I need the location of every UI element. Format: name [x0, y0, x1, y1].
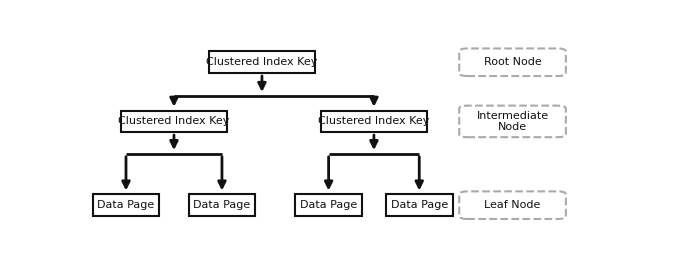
Text: Leaf Node: Leaf Node: [484, 200, 541, 210]
FancyBboxPatch shape: [386, 194, 453, 216]
Text: Data Page: Data Page: [98, 200, 155, 210]
FancyBboxPatch shape: [460, 191, 566, 219]
Text: Data Page: Data Page: [300, 200, 357, 210]
FancyBboxPatch shape: [93, 194, 160, 216]
Text: Clustered Index Key: Clustered Index Key: [319, 116, 429, 126]
Text: Root Node: Root Node: [484, 57, 541, 67]
FancyBboxPatch shape: [460, 48, 566, 76]
Text: Data Page: Data Page: [193, 200, 250, 210]
Text: Clustered Index Key: Clustered Index Key: [118, 116, 230, 126]
FancyBboxPatch shape: [120, 111, 227, 132]
Text: Clustered Index Key: Clustered Index Key: [206, 57, 318, 67]
Text: Data Page: Data Page: [391, 200, 448, 210]
FancyBboxPatch shape: [189, 194, 255, 216]
FancyBboxPatch shape: [208, 51, 315, 73]
Text: Intermediate
Node: Intermediate Node: [477, 111, 548, 132]
FancyBboxPatch shape: [295, 194, 362, 216]
FancyBboxPatch shape: [460, 106, 566, 137]
FancyBboxPatch shape: [321, 111, 427, 132]
